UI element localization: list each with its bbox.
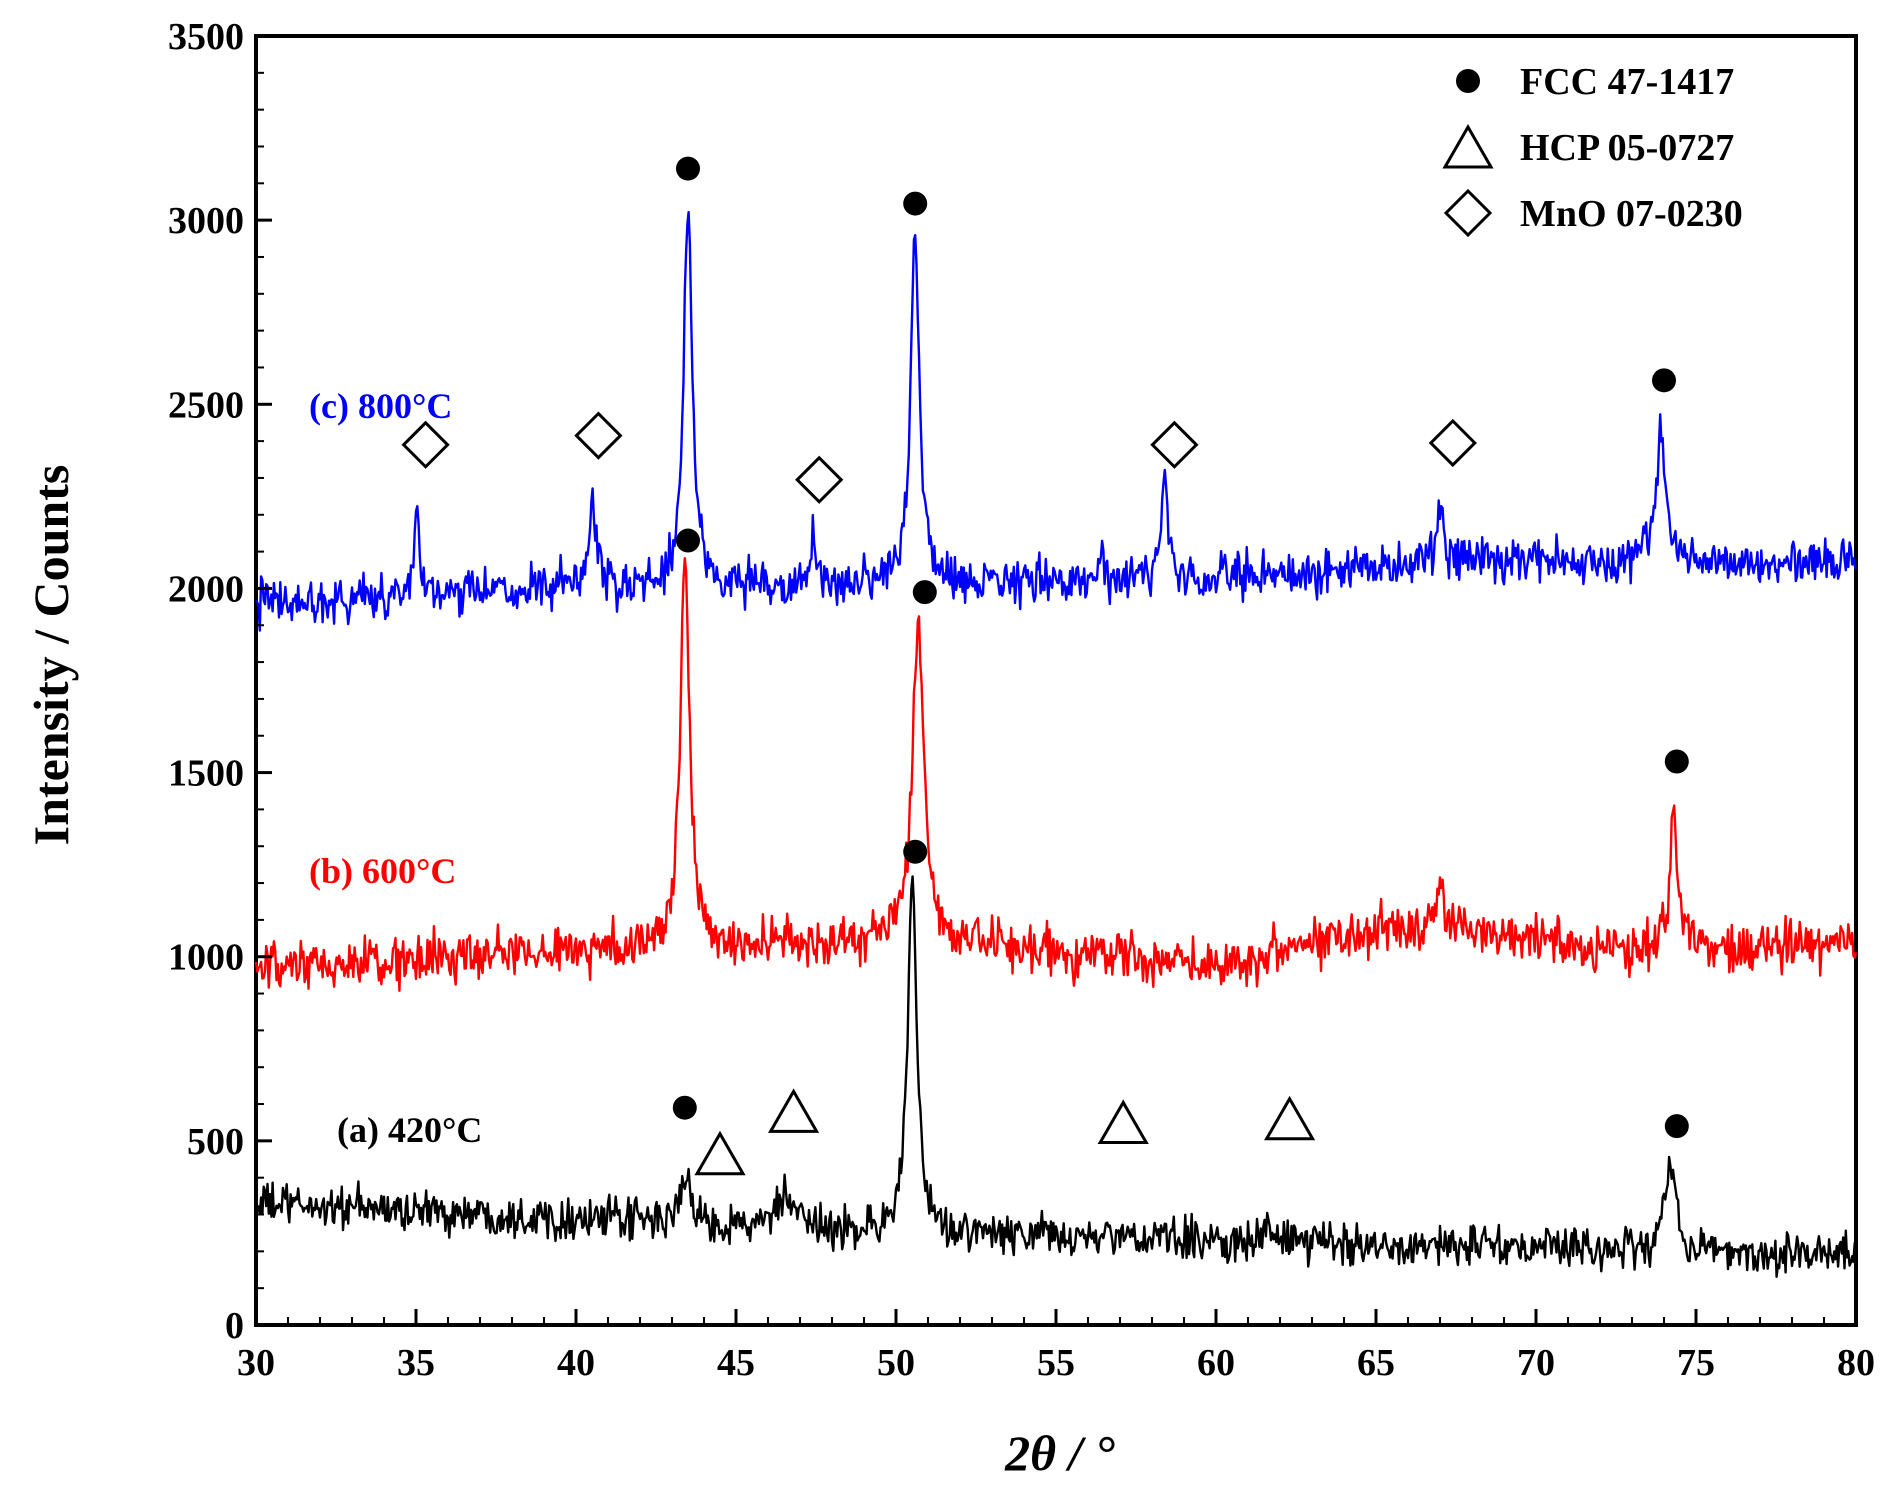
series-line-1 [254, 875, 1858, 1278]
legend-diamond-marker [1443, 188, 1493, 238]
series-line-3 [255, 210, 1858, 632]
fcc-peak-marker [903, 191, 928, 216]
hcp-peak-marker [1097, 1099, 1149, 1144]
y-tick-label: 0 [225, 1305, 244, 1347]
mno-peak-marker [1428, 418, 1477, 468]
x-tick-label: 75 [1677, 1342, 1715, 1384]
fcc-peak-marker [1664, 1114, 1689, 1139]
legend-label: HCP 05-0727 [1520, 127, 1734, 169]
x-tick-label: 80 [1837, 1342, 1875, 1384]
fcc-peak-marker [676, 528, 700, 553]
x-tick-label: 70 [1517, 1342, 1555, 1384]
legend-label: MnO 07-0230 [1520, 193, 1743, 235]
legend-triangle-marker [1442, 123, 1494, 169]
fcc-peak-marker [676, 156, 700, 181]
fcc-peak-marker [1652, 368, 1676, 393]
x-tick-label: 35 [397, 1342, 435, 1384]
y-tick-label: 1000 [168, 937, 244, 979]
legend-circle-marker [1456, 69, 1480, 93]
x-axis-title: 2θ / ° [1004, 1425, 1115, 1481]
x-tick-label: 30 [237, 1342, 275, 1384]
y-tick-label: 2000 [168, 568, 244, 610]
series-line-2 [254, 557, 1858, 992]
hcp-peak-marker [1264, 1095, 1316, 1141]
y-tick-label: 2500 [168, 384, 244, 426]
y-tick-label: 500 [187, 1121, 244, 1163]
y-axis-title: Intensity / Counts [23, 465, 79, 846]
series-layer [254, 210, 1858, 1278]
x-tick-label: 55 [1037, 1342, 1075, 1384]
series-label-1: (a) 420°C [337, 1110, 482, 1150]
legend: FCC 47-1417 HCP 05-0727 MnO 07-0230 [1442, 61, 1743, 238]
fcc-peak-marker [912, 580, 937, 605]
mno-peak-marker [574, 411, 623, 460]
fcc-peak-marker [672, 1095, 697, 1120]
legend-label: FCC 47-1417 [1520, 61, 1734, 103]
hcp-peak-marker [768, 1088, 820, 1133]
x-tick-label: 60 [1197, 1342, 1235, 1384]
mno-peak-marker [401, 420, 450, 469]
y-tick-label: 3000 [168, 200, 244, 242]
y-tick-label: 3500 [168, 16, 244, 58]
mno-peak-marker [1150, 420, 1199, 469]
y-tick-label: 1500 [168, 753, 244, 795]
x-tick-label: 65 [1357, 1342, 1395, 1384]
series-labels: (a) 420°C (b) 600°C (c) 800°C [309, 386, 482, 1150]
fcc-peak-marker [903, 839, 928, 864]
x-tick-label: 40 [557, 1342, 595, 1384]
x-tick-label: 45 [717, 1342, 755, 1384]
axes: 30 35 40 45 50 55 60 65 70 75 80 0 500 1000 1500 2000 25… [168, 16, 1875, 1384]
series-label-3: (c) 800°C [309, 386, 452, 426]
fcc-peak-marker [1664, 749, 1689, 774]
hcp-peak-marker [694, 1130, 746, 1176]
peak-markers [401, 156, 1689, 1176]
x-tick-label: 50 [877, 1342, 915, 1384]
series-label-2: (b) 600°C [309, 851, 456, 891]
mno-peak-marker [795, 455, 844, 504]
